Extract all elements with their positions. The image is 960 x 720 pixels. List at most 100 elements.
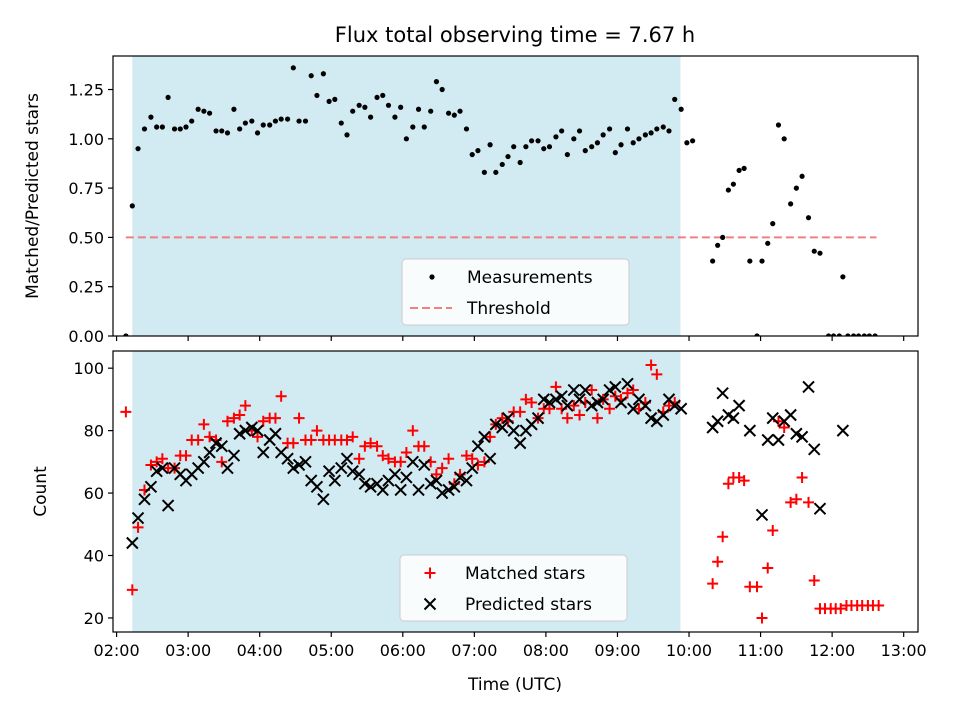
matched-point — [561, 412, 573, 424]
count-panel: 02:00 03:00 04:00 05:00 06:00 07:00 08:00 09:00… — [31, 350, 927, 660]
predicted-point — [233, 427, 246, 440]
predicted-point — [627, 402, 640, 415]
data-layer — [123, 65, 878, 336]
measurement-point — [754, 333, 760, 336]
x-tick-label: 02:00 — [94, 641, 140, 660]
measurement-point — [320, 71, 326, 77]
x-tick-label: 10:00 — [666, 641, 712, 660]
x-tick-label: 09:00 — [594, 641, 640, 660]
predicted-point — [215, 440, 228, 453]
legend-label: Threshold — [466, 299, 551, 319]
matched-point — [293, 412, 305, 424]
measurement-point — [851, 333, 857, 336]
matched-point — [365, 437, 377, 449]
y-tick-label: 40 — [84, 547, 104, 566]
measurement-point — [715, 242, 721, 248]
predicted-point — [727, 411, 740, 425]
x-tick-label: 04:00 — [237, 641, 283, 660]
predicted-point — [126, 536, 139, 550]
x-tick-label: 13:00 — [881, 641, 927, 660]
x-tick-label: 06:00 — [380, 641, 426, 660]
matched-point — [341, 434, 353, 446]
measurement-point — [725, 187, 731, 193]
measurement-point — [410, 124, 416, 130]
matched-point — [790, 493, 802, 505]
matched-point — [520, 393, 532, 405]
matched-point — [395, 456, 407, 468]
measurement-point — [362, 104, 368, 110]
measurement-point — [415, 106, 422, 112]
matched-point — [543, 403, 555, 415]
measurement-point — [825, 333, 832, 336]
predicted-point — [281, 452, 294, 465]
measurement-point — [499, 161, 505, 168]
measurement-point — [237, 126, 243, 132]
measurement-point — [765, 240, 771, 246]
matched-point — [400, 446, 412, 458]
measurement-point — [177, 126, 183, 132]
predicted-point — [394, 483, 407, 497]
measurement-point — [433, 79, 440, 85]
measurement-point — [830, 333, 837, 336]
predicted-point — [711, 415, 724, 428]
measurement-point — [861, 333, 867, 336]
matched-point — [436, 462, 448, 474]
legend-marker — [429, 274, 435, 280]
measurement-point — [840, 274, 846, 280]
predicted-point — [328, 474, 342, 487]
matched-point — [234, 409, 246, 421]
measurement-point — [741, 165, 747, 171]
predicted-point — [322, 464, 336, 478]
measurement-point — [231, 106, 237, 112]
measurement-point — [249, 118, 255, 124]
predicted-point — [138, 493, 151, 506]
matched-point — [762, 562, 774, 574]
matched-point — [785, 496, 797, 508]
measurement-point — [481, 169, 487, 175]
predicted-point — [150, 464, 163, 478]
measurement-point — [793, 185, 799, 191]
measurement-point — [123, 333, 129, 336]
measurement-point — [302, 118, 309, 124]
measurement-point — [260, 122, 266, 128]
measurement-point — [129, 203, 135, 209]
measurement-point — [564, 151, 570, 158]
measurement-point — [392, 114, 398, 120]
matched-point — [216, 456, 228, 468]
matched-point — [151, 456, 163, 468]
predicted-point — [239, 424, 252, 437]
predicted-point — [310, 480, 324, 494]
matched-point — [228, 412, 240, 424]
legend-label: Measurements — [467, 268, 593, 288]
matched-point — [738, 475, 750, 487]
measurement-point — [648, 130, 654, 136]
matched-point — [269, 412, 281, 424]
measurement-point — [546, 144, 553, 150]
predicted-point — [668, 399, 681, 412]
measurement-point — [195, 106, 201, 112]
measurement-point — [374, 94, 380, 101]
predicted-point — [131, 511, 145, 525]
measurement-point — [736, 167, 742, 173]
predicted-point — [156, 461, 169, 475]
matched-point — [645, 359, 657, 371]
measurement-point — [219, 128, 225, 134]
x-tick-label: 03:00 — [165, 641, 211, 660]
measurement-point — [678, 106, 684, 112]
predicted-point — [412, 483, 425, 497]
measurement-point — [290, 65, 296, 71]
matched-point — [221, 415, 233, 427]
measurement-point — [338, 120, 344, 126]
matched-point — [287, 437, 299, 449]
predicted-point — [561, 399, 574, 412]
measurement-point — [642, 132, 648, 138]
measurement-point — [350, 108, 356, 114]
measurement-point — [154, 124, 160, 130]
measurement-point — [511, 144, 517, 150]
legend-box — [401, 258, 630, 326]
measurement-point — [159, 124, 165, 130]
matched-point — [126, 584, 138, 596]
predicted-point — [567, 383, 581, 397]
measurement-point — [582, 148, 588, 154]
predicted-point — [227, 449, 241, 462]
